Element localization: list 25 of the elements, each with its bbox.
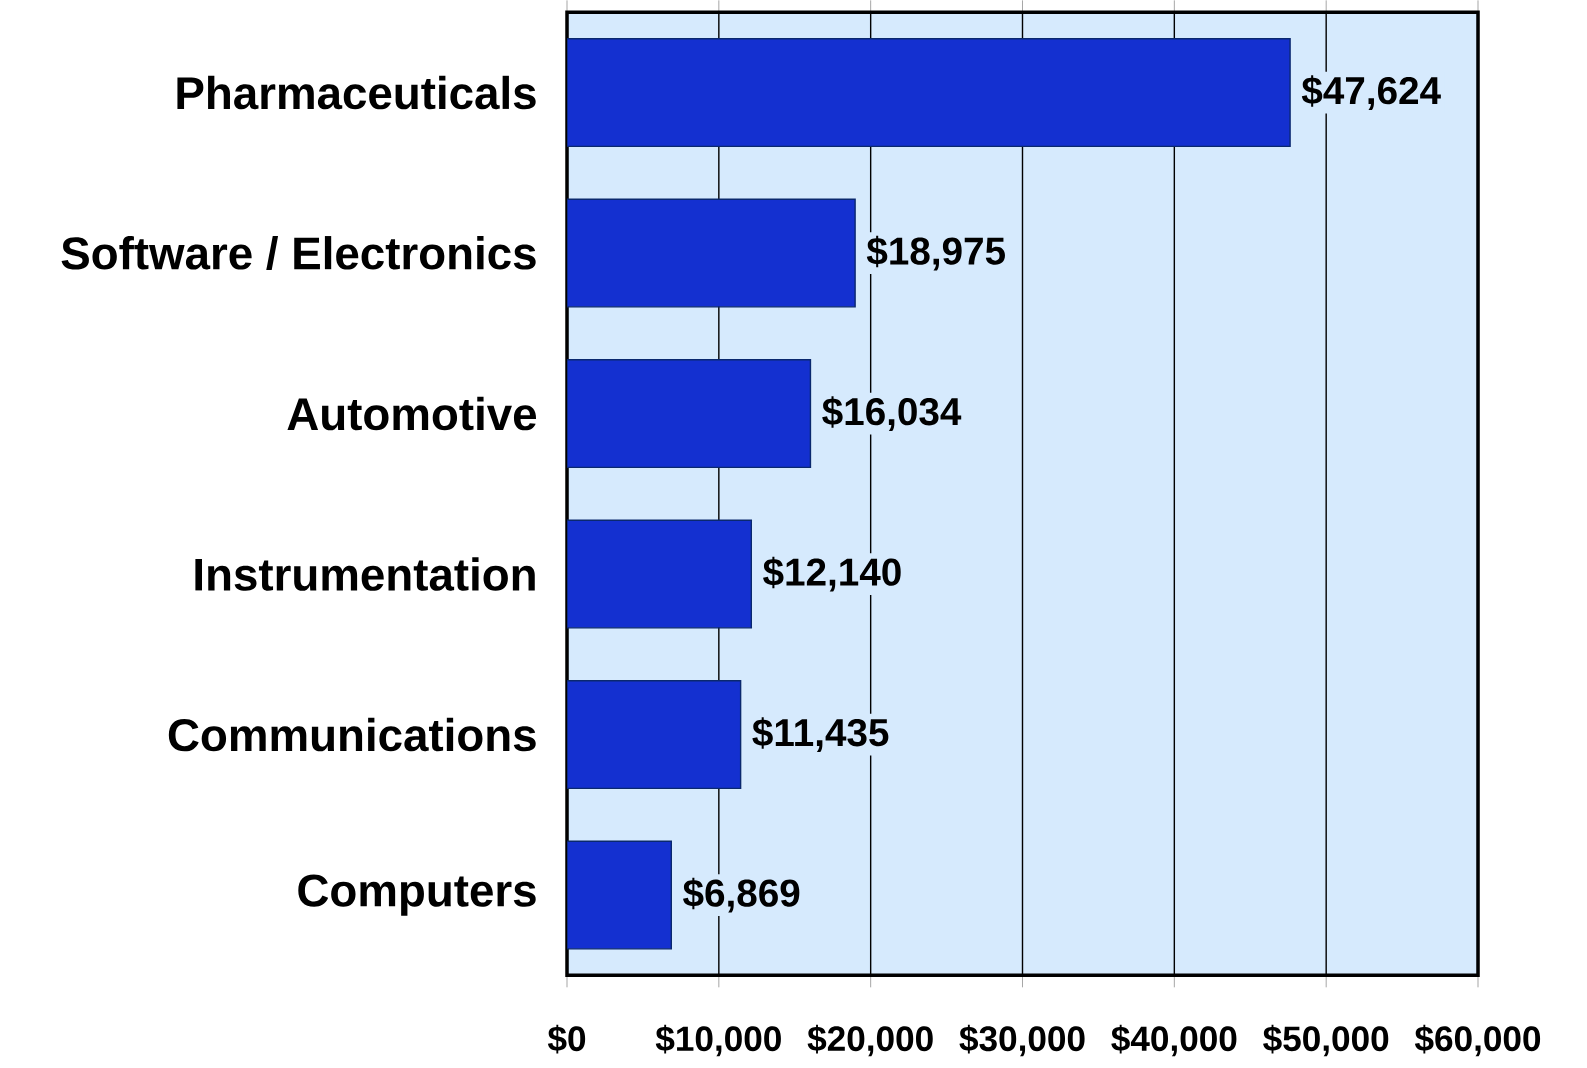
x-tick-label: $40,000 <box>1111 1024 1237 1057</box>
bar <box>567 519 753 629</box>
x-tick-label: $50,000 <box>1263 1024 1389 1057</box>
data-label: $18,975 <box>866 235 1005 271</box>
x-tick-label: $30,000 <box>959 1024 1085 1057</box>
data-label: $12,140 <box>763 556 901 592</box>
y-tick-label: Communications <box>168 717 536 752</box>
bar <box>567 840 673 950</box>
data-label: $16,034 <box>822 396 962 431</box>
bar <box>567 359 812 469</box>
y-tick-label: Instrumentation <box>195 557 535 591</box>
x-tick-label: $60,000 <box>1414 1024 1541 1057</box>
bar <box>567 38 1291 148</box>
x-tick-label: $0 <box>547 1024 586 1054</box>
data-label: $47,624 <box>1301 75 1441 110</box>
bar <box>567 198 856 308</box>
data-label: $6,869 <box>683 877 800 913</box>
data-label: $11,435 <box>752 717 889 752</box>
y-tick-label: Pharmaceuticals <box>177 75 536 110</box>
x-tick-label: $10,000 <box>655 1024 781 1057</box>
bar <box>567 680 742 790</box>
y-tick-label: Computers <box>298 874 536 916</box>
y-tick-label: Software / Electronics <box>61 236 536 271</box>
y-tick-label: Automotive <box>287 396 537 431</box>
x-tick-label: $20,000 <box>807 1024 933 1057</box>
